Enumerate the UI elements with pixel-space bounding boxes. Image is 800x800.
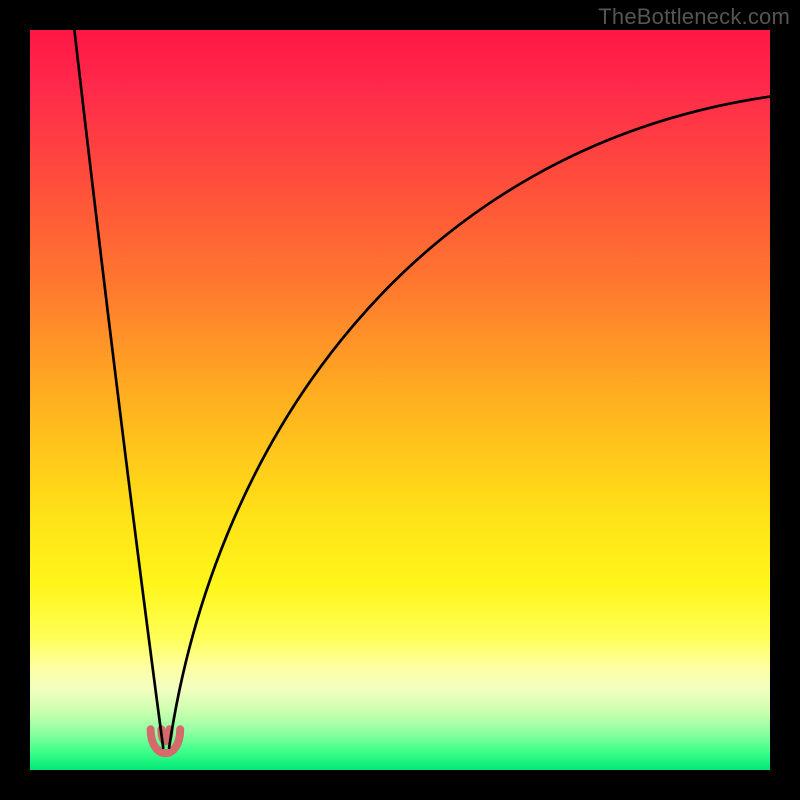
attribution-text: TheBottleneck.com	[598, 4, 790, 30]
chart-svg	[0, 0, 800, 800]
gradient-panel	[30, 30, 770, 770]
stage: TheBottleneck.com	[0, 0, 800, 800]
